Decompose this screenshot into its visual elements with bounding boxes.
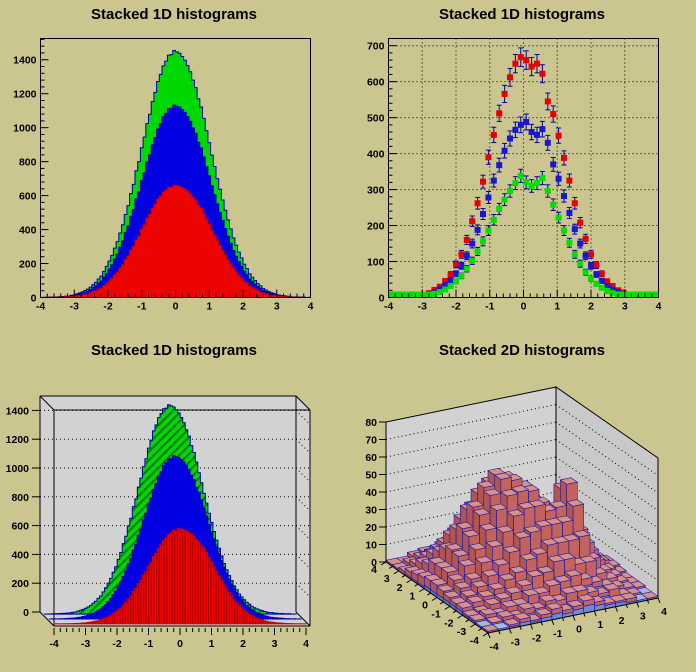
svg-text:-2: -2 bbox=[112, 638, 121, 650]
svg-text:4: 4 bbox=[371, 564, 377, 576]
svg-text:4: 4 bbox=[303, 638, 309, 650]
svg-text:0: 0 bbox=[173, 301, 179, 313]
svg-text:1: 1 bbox=[597, 619, 603, 631]
svg-text:10: 10 bbox=[365, 540, 377, 552]
svg-text:-4: -4 bbox=[36, 301, 45, 313]
pad-bottom-right: 0 10 20 30 40 50 60 70 80 -4 -3 -2 -1 0 1 2 3 4 -4 -3 -2 -1 0 1… bbox=[348, 336, 696, 672]
svg-text:0: 0 bbox=[422, 600, 428, 612]
svg-text:4: 4 bbox=[308, 301, 314, 313]
svg-text:600: 600 bbox=[367, 77, 385, 89]
svg-text:800: 800 bbox=[19, 157, 37, 169]
svg-text:-1: -1 bbox=[144, 638, 153, 650]
svg-text:3: 3 bbox=[384, 573, 390, 585]
svg-text:2: 2 bbox=[240, 301, 246, 313]
stacked-1d-markers-plot: -4 -3 -2 -1 0 1 2 3 4 0 100 200 300 400 500 600 700 bbox=[367, 38, 662, 313]
svg-text:600: 600 bbox=[11, 521, 29, 533]
svg-text:1400: 1400 bbox=[13, 55, 37, 67]
svg-text:3: 3 bbox=[274, 301, 280, 313]
page-title: Stacked 1D histograms bbox=[439, 6, 605, 23]
svg-text:1000: 1000 bbox=[6, 463, 30, 475]
svg-text:1200: 1200 bbox=[13, 89, 37, 101]
svg-text:2: 2 bbox=[397, 582, 403, 594]
svg-text:60: 60 bbox=[365, 452, 377, 464]
svg-text:0: 0 bbox=[177, 638, 183, 650]
svg-text:400: 400 bbox=[19, 225, 37, 237]
svg-text:-4: -4 bbox=[49, 638, 58, 650]
svg-text:700: 700 bbox=[367, 41, 385, 53]
svg-text:1000: 1000 bbox=[13, 123, 37, 135]
svg-text:-3: -3 bbox=[511, 637, 520, 649]
svg-text:0: 0 bbox=[379, 293, 385, 305]
svg-text:1200: 1200 bbox=[6, 434, 30, 446]
svg-text:-4: -4 bbox=[384, 301, 393, 313]
svg-text:-4: -4 bbox=[470, 635, 479, 647]
svg-text:30: 30 bbox=[365, 505, 377, 517]
svg-text:-3: -3 bbox=[70, 301, 79, 313]
svg-text:200: 200 bbox=[367, 221, 385, 233]
pad-top-left: -4 -3 -2 -1 0 1 2 3 4 0 200 400 600 800 1000 1200 1400 S… bbox=[0, 0, 348, 336]
svg-text:1: 1 bbox=[554, 301, 560, 313]
svg-text:80: 80 bbox=[365, 417, 377, 429]
svg-text:1: 1 bbox=[409, 591, 415, 603]
svg-text:0: 0 bbox=[371, 557, 377, 569]
svg-text:-1: -1 bbox=[137, 301, 146, 313]
svg-text:20: 20 bbox=[365, 522, 377, 534]
svg-text:0: 0 bbox=[521, 301, 527, 313]
svg-text:3: 3 bbox=[272, 638, 278, 650]
svg-text:40: 40 bbox=[365, 487, 377, 499]
svg-text:-3: -3 bbox=[81, 638, 90, 650]
svg-text:300: 300 bbox=[367, 185, 385, 197]
svg-text:-3: -3 bbox=[457, 626, 466, 638]
svg-text:0: 0 bbox=[23, 607, 29, 619]
page-title: Stacked 1D histograms bbox=[91, 6, 257, 23]
svg-text:0: 0 bbox=[31, 293, 37, 305]
svg-text:600: 600 bbox=[19, 191, 37, 203]
svg-text:500: 500 bbox=[367, 113, 385, 125]
svg-text:200: 200 bbox=[11, 578, 29, 590]
svg-text:0: 0 bbox=[576, 624, 582, 636]
svg-text:800: 800 bbox=[11, 492, 29, 504]
svg-text:-1: -1 bbox=[553, 628, 562, 640]
svg-text:4: 4 bbox=[656, 301, 662, 313]
svg-text:2: 2 bbox=[240, 638, 246, 650]
pad-top-right: -4 -3 -2 -1 0 1 2 3 4 0 100 200 300 400 500 600 700 Stac… bbox=[348, 0, 696, 336]
svg-text:50: 50 bbox=[365, 470, 377, 482]
svg-text:2: 2 bbox=[619, 615, 625, 627]
svg-text:-3: -3 bbox=[418, 301, 427, 313]
pad-bottom-left: -4 -3 -2 -1 0 1 2 3 4 0 200 400 600 800 1000 1200 1400 S… bbox=[0, 336, 348, 672]
svg-text:400: 400 bbox=[11, 549, 29, 561]
svg-text:-1: -1 bbox=[431, 608, 440, 620]
svg-text:1: 1 bbox=[206, 301, 212, 313]
stacked-1d-lego-plot: -4 -3 -2 -1 0 1 2 3 4 0 200 400 600 800 1000 1200 1400 bbox=[6, 395, 311, 650]
svg-text:100: 100 bbox=[367, 257, 385, 269]
svg-text:70: 70 bbox=[365, 435, 377, 447]
svg-text:4: 4 bbox=[661, 606, 667, 618]
svg-text:-2: -2 bbox=[532, 632, 541, 644]
svg-text:2: 2 bbox=[588, 301, 594, 313]
svg-text:1400: 1400 bbox=[6, 405, 30, 417]
svg-text:400: 400 bbox=[367, 149, 385, 161]
svg-text:200: 200 bbox=[19, 259, 37, 271]
svg-text:1: 1 bbox=[209, 638, 215, 650]
svg-text:-2: -2 bbox=[103, 301, 112, 313]
svg-text:-4: -4 bbox=[489, 641, 498, 653]
page-title: Stacked 2D histograms bbox=[439, 342, 605, 359]
svg-text:3: 3 bbox=[640, 610, 646, 622]
page-title: Stacked 1D histograms bbox=[91, 342, 257, 359]
svg-text:-2: -2 bbox=[444, 617, 453, 629]
svg-text:-2: -2 bbox=[451, 301, 460, 313]
svg-text:-1: -1 bbox=[485, 301, 494, 313]
svg-text:3: 3 bbox=[622, 301, 628, 313]
stacked-1d-filled-plot: -4 -3 -2 -1 0 1 2 3 4 0 200 400 600 800 1000 1200 1400 bbox=[13, 38, 314, 313]
